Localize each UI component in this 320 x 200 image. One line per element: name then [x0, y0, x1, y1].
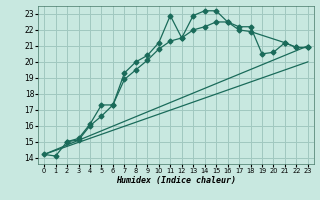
- X-axis label: Humidex (Indice chaleur): Humidex (Indice chaleur): [116, 176, 236, 185]
